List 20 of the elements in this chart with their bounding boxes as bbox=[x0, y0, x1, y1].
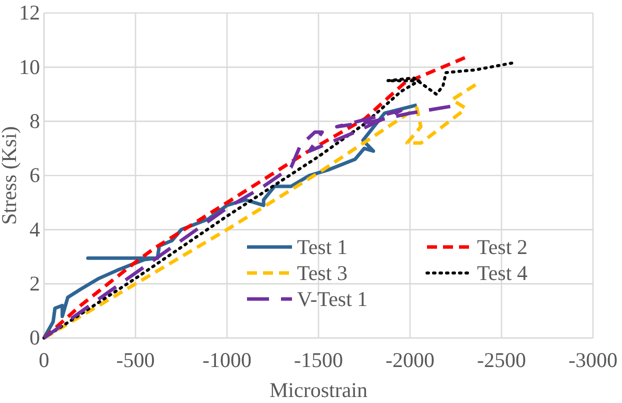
legend-label: Test 3 bbox=[297, 261, 348, 285]
x-tick-label: -3000 bbox=[568, 348, 618, 372]
y-tick-label: 4 bbox=[30, 217, 40, 242]
legend-label: V-Test 1 bbox=[297, 287, 368, 311]
y-tick-label: 8 bbox=[30, 109, 40, 134]
y-tick-label: 2 bbox=[30, 272, 40, 296]
x-tick-label: -1000 bbox=[202, 348, 252, 372]
legend-label: Test 2 bbox=[477, 235, 528, 259]
x-tick-label: -2000 bbox=[386, 348, 434, 372]
y-tick-label: 0 bbox=[30, 326, 40, 350]
y-tick-label: 12 bbox=[19, 0, 40, 25]
x-tick-label: -2500 bbox=[477, 348, 526, 372]
x-axis-title: Microstrain bbox=[270, 378, 368, 402]
x-tick-label: -500 bbox=[116, 348, 155, 372]
y-tick-label: 6 bbox=[30, 163, 40, 188]
x-tick-label: -1500 bbox=[294, 348, 343, 372]
y-tick-label: 10 bbox=[19, 54, 40, 79]
y-axis-title: Stress (Ksi) bbox=[0, 126, 21, 225]
legend-label: Test 4 bbox=[477, 261, 528, 285]
legend-label: Test 1 bbox=[297, 235, 348, 259]
